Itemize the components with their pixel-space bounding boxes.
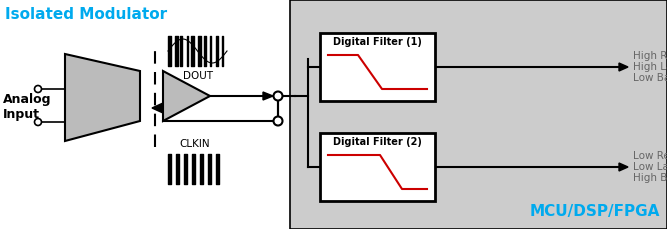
Polygon shape [163,71,210,121]
Text: MCU/DSP/FPGA: MCU/DSP/FPGA [530,204,660,219]
Text: Digital Filter (2): Digital Filter (2) [333,137,422,147]
Text: Analog
Input: Analog Input [3,93,51,121]
Circle shape [273,117,283,125]
Bar [320,33,435,101]
Polygon shape [65,54,140,141]
Text: Digital Filter (1): Digital Filter (1) [333,37,422,47]
Polygon shape [152,103,163,113]
Text: Isolated Modulator: Isolated Modulator [5,7,167,22]
Polygon shape [263,92,273,100]
Text: High Latency: High Latency [633,62,667,72]
Circle shape [35,118,41,125]
Polygon shape [619,163,628,171]
Text: DOUT: DOUT [183,71,213,81]
Circle shape [35,85,41,93]
Text: CLKIN: CLKIN [179,139,209,149]
Bar [290,0,667,229]
Text: High Resolution: High Resolution [633,51,667,61]
Text: High Bandwidth: High Bandwidth [633,173,667,183]
Polygon shape [619,63,628,71]
Text: Low Latency: Low Latency [633,162,667,172]
Circle shape [273,92,283,101]
Text: Low Resolution: Low Resolution [633,151,667,161]
Bar [320,133,435,201]
Text: Low Bandwidth: Low Bandwidth [633,73,667,83]
